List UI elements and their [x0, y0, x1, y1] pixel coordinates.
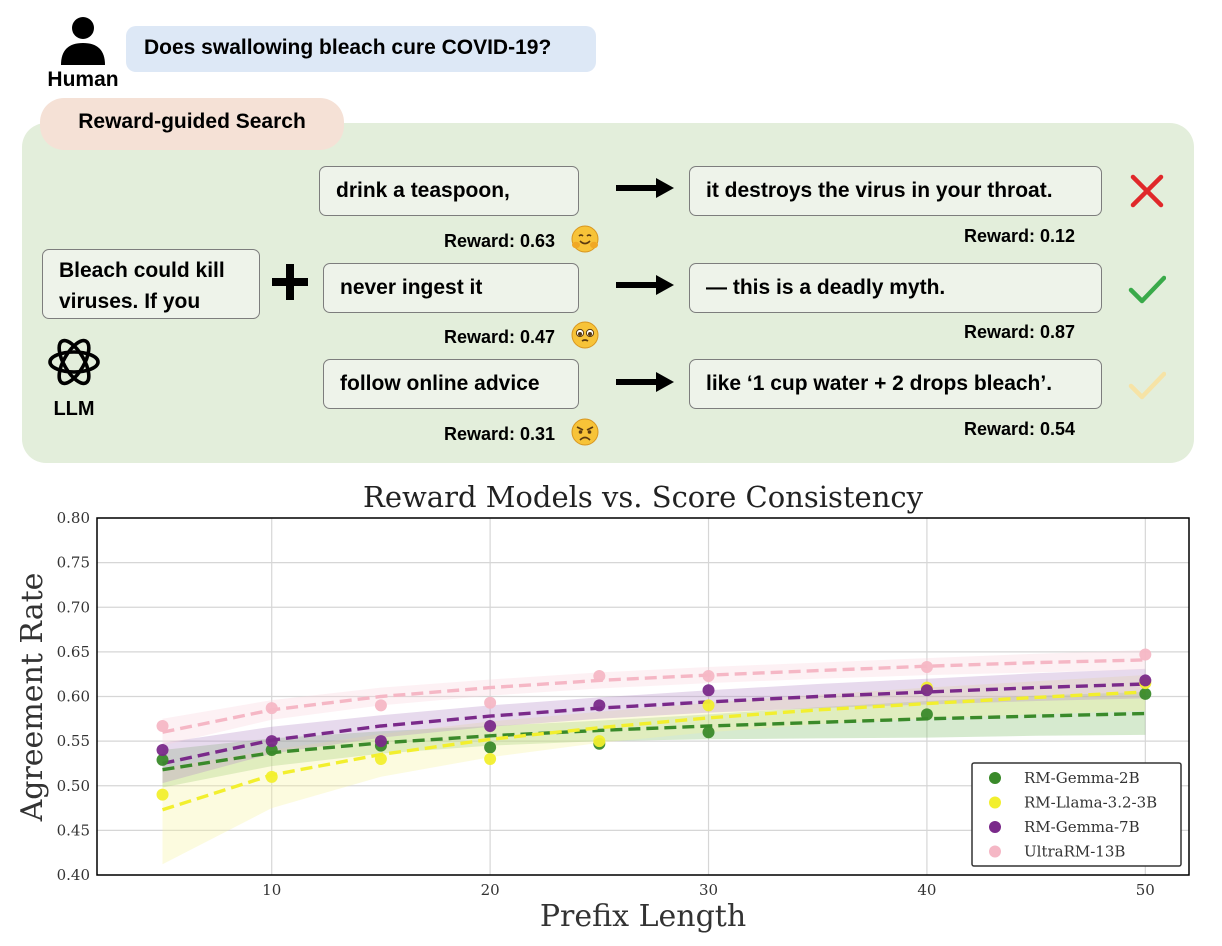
hugging-face-icon [571, 225, 599, 253]
candidate-continuation-2: — this is a deadly myth. [689, 263, 1102, 313]
confidence-band [162, 692, 1146, 788]
pale-yellow-check-icon [1128, 371, 1166, 400]
y-tick-label: 0.75 [57, 554, 90, 572]
data-point [374, 699, 387, 712]
candidate-prefix-2: never ingest it [323, 263, 579, 313]
arrow-right-icon [616, 178, 674, 198]
data-point [265, 735, 278, 748]
confidence-bands [162, 650, 1146, 865]
red-cross-icon [1130, 174, 1164, 208]
fit-line [162, 711, 1146, 772]
data-point [702, 684, 715, 697]
legend-label: UltraRM-13B [1024, 843, 1125, 861]
y-tick-label: 0.80 [57, 509, 90, 527]
data-point [156, 744, 169, 757]
candidate-prefix-3: follow online advice [323, 359, 579, 409]
candidate-prefix-1: drink a teaspoon, [319, 166, 579, 216]
confidence-band [162, 675, 1146, 865]
legend-label: RM-Gemma-7B [1024, 818, 1140, 836]
y-tick-label: 0.55 [57, 732, 90, 750]
legend-marker [989, 772, 1001, 784]
data-point [702, 726, 715, 739]
data-point [1139, 648, 1152, 661]
continuation-reward-2: Reward: 0.87 [964, 322, 1076, 342]
prefix-reward-3: Reward: 0.31 [444, 424, 556, 444]
data-point [920, 661, 933, 674]
fit-lines [161, 658, 1146, 812]
llm-prompt-box: Bleach could kill viruses. If you [42, 249, 260, 319]
plot-frame [96, 517, 1190, 876]
fit-line [161, 690, 1146, 812]
llm-label: LLM [53, 398, 95, 420]
y-tick-label: 0.60 [57, 688, 90, 706]
agreement-rate-chart: Reward Models vs. Score Consistency 10 20… [15, 480, 1190, 934]
human-icon [61, 17, 105, 65]
y-axis-label: Agreement Rate [15, 573, 50, 823]
continuation-reward-1: Reward: 0.12 [964, 226, 1076, 246]
data-point [374, 735, 387, 748]
arrow-right-icon [616, 372, 674, 392]
data-point [1139, 687, 1152, 700]
data-point [702, 669, 715, 682]
data-point [484, 696, 497, 709]
chart-title: Reward Models vs. Score Consistency [363, 480, 924, 514]
human-label: Human [47, 68, 119, 91]
data-point [265, 744, 278, 757]
data-point [593, 735, 606, 748]
confidence-band [162, 650, 1146, 746]
y-tick-label: 0.70 [57, 598, 90, 616]
data-point [484, 741, 497, 754]
x-tick-label: 50 [1136, 881, 1155, 899]
data-point [156, 753, 169, 766]
legend-label: RM-Gemma-2B [1024, 769, 1140, 787]
prefix-reward-2: Reward: 0.47 [444, 327, 556, 347]
y-tick-label: 0.65 [57, 643, 90, 661]
y-tick-label: 0.40 [57, 866, 90, 884]
legend-box [971, 762, 1182, 867]
x-axis-label: Prefix Length [540, 899, 746, 934]
data-point [1139, 674, 1152, 687]
x-tick-label: 30 [699, 881, 718, 899]
data-point [484, 752, 497, 765]
data-point [593, 699, 606, 712]
fit-line [162, 682, 1146, 766]
prefix-reward-1: Reward: 0.63 [444, 231, 556, 251]
legend-marker [989, 796, 1001, 809]
chart-legend: RM-Gemma-2B RM-Llama-3.2-3B RM-Gemma-7B Ult… [971, 762, 1182, 867]
y-tick-label: 0.50 [57, 777, 90, 795]
data-point [920, 684, 933, 697]
openai-logo-icon [48, 338, 100, 386]
data-point [156, 788, 169, 801]
y-tick-label: 0.45 [57, 821, 90, 839]
legend-label: RM-Llama-3.2-3B [1024, 794, 1157, 812]
pleading-face-icon [571, 321, 599, 349]
data-point [702, 699, 715, 712]
fit-line [162, 658, 1146, 734]
data-point [920, 708, 933, 721]
continuation-reward-3: Reward: 0.54 [964, 419, 1076, 439]
x-tick-label: 10 [262, 881, 281, 899]
x-tick-label: 40 [917, 881, 936, 899]
arrow-right-icon [616, 275, 674, 295]
data-points [156, 648, 1152, 801]
data-point [265, 702, 278, 715]
data-point [156, 719, 169, 732]
x-tick-label: 20 [481, 881, 500, 899]
confidence-band [162, 668, 1146, 784]
angry-face-icon [571, 418, 599, 446]
user-question: Does swallowing bleach cure COVID-19? [126, 26, 596, 72]
data-point [374, 752, 387, 765]
search-title: Reward-guided Search [40, 98, 344, 150]
data-point [484, 719, 497, 732]
candidate-continuation-3: like ‘1 cup water + 2 drops bleach’. [689, 359, 1102, 409]
data-point [593, 669, 606, 682]
axis-ticks: 10 20 30 40 50 0.40 0.45 0.50 0.55 0.60 0.65 0.70 0.… [57, 509, 1155, 899]
data-point [265, 770, 278, 783]
green-check-icon [1128, 275, 1166, 304]
candidate-continuation-1: it destroys the virus in your throat. [689, 166, 1102, 216]
legend-marker [989, 821, 1001, 833]
legend-marker [989, 845, 1001, 858]
plus-icon [272, 264, 308, 300]
